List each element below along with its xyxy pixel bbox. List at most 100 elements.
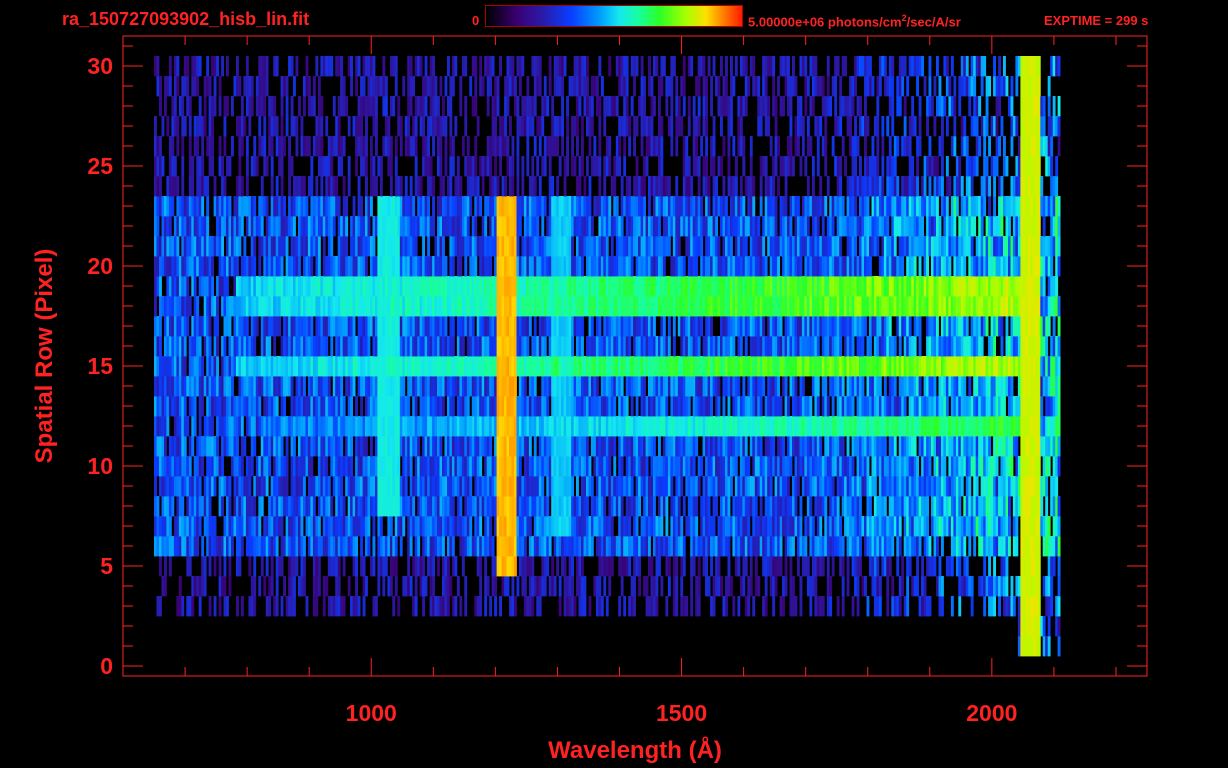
heatmap-cell [697, 536, 701, 557]
heatmap-cell [531, 496, 535, 517]
heatmap-cell [218, 376, 222, 397]
heatmap-cell [658, 356, 661, 377]
heatmap-cell [1022, 316, 1026, 337]
heatmap-cell [757, 476, 761, 497]
heatmap-cell [998, 536, 1001, 557]
heatmap-cell [350, 296, 353, 317]
heatmap-cell [958, 416, 962, 437]
heatmap-cell [965, 436, 969, 457]
heatmap-cell [181, 436, 185, 457]
heatmap-cell [906, 476, 910, 497]
heatmap-cell [881, 536, 885, 557]
heatmap-cell [916, 516, 919, 537]
heatmap-cell [509, 356, 512, 377]
heatmap-cell [990, 456, 994, 477]
heatmap-cell [484, 396, 488, 417]
heatmap-cell [499, 336, 502, 357]
heatmap-cell [1030, 576, 1034, 597]
heatmap-cell [983, 516, 987, 537]
heatmap-cell [831, 316, 835, 337]
heatmap-cell [362, 516, 366, 537]
heatmap-cell [384, 356, 388, 377]
heatmap-cell [325, 576, 329, 597]
heatmap-cell [352, 376, 356, 397]
heatmap-cell [417, 476, 421, 497]
heatmap-cell [342, 456, 346, 477]
heatmap-cell [404, 296, 408, 317]
heatmap-cell [1015, 536, 1019, 557]
heatmap-cell [181, 276, 185, 297]
heatmap-cell [442, 556, 445, 577]
heatmap-cell [896, 416, 900, 437]
heatmap-cell [682, 436, 686, 457]
heatmap-cell [948, 296, 952, 317]
heatmap-cell [1015, 296, 1019, 317]
heatmap-cell [1003, 396, 1006, 417]
heatmap-cell [787, 396, 790, 417]
heatmap-cell [608, 416, 612, 437]
heatmap-cell [1050, 536, 1054, 557]
heatmap-cell [258, 476, 262, 497]
heatmap-cell [702, 296, 706, 317]
heatmap-cell [183, 316, 187, 337]
heatmap-cell [993, 436, 996, 457]
heatmap-cell [223, 356, 227, 377]
heatmap-cell [377, 356, 381, 377]
heatmap-cell [859, 456, 862, 477]
heatmap-cell [521, 356, 525, 377]
heatmap-cell [819, 596, 823, 617]
heatmap-cell [397, 416, 401, 437]
heatmap-cell [682, 596, 686, 617]
heatmap-cell [1027, 576, 1031, 597]
heatmap-cell [479, 556, 483, 577]
heatmap-cell [154, 336, 157, 357]
heatmap-cell [379, 556, 383, 577]
heatmap-cell [379, 516, 383, 537]
heatmap-cell [993, 476, 996, 497]
heatmap-cell [913, 396, 917, 417]
heatmap-cell [1025, 496, 1029, 517]
heatmap-cell [859, 556, 862, 577]
heatmap-cell [154, 316, 157, 337]
heatmap-cell [568, 456, 572, 477]
heatmap-cell [255, 516, 259, 537]
heatmap-cell [330, 596, 334, 617]
heatmap-cell [655, 416, 659, 437]
heatmap-cell [891, 356, 895, 377]
heatmap-cell [571, 376, 574, 397]
heatmap-cell [1047, 616, 1051, 637]
heatmap-cell [945, 476, 949, 497]
heatmap-cell [665, 416, 669, 437]
heatmap-cell [166, 316, 170, 337]
heatmap-cell [804, 536, 808, 557]
heatmap-cell [1032, 476, 1036, 497]
heatmap-cell [1035, 616, 1039, 637]
heatmap-cell [990, 496, 994, 517]
heatmap-cell [315, 416, 319, 437]
heatmap-cell [836, 456, 840, 477]
heatmap-cell [864, 416, 867, 437]
heatmap-cell [742, 356, 746, 377]
heatmap-cell [1035, 596, 1039, 617]
heatmap-cell [474, 476, 478, 497]
heatmap-cell [327, 516, 331, 537]
heatmap-cell [1017, 496, 1021, 517]
heatmap-cell [238, 376, 242, 397]
heatmap-cell [218, 536, 222, 557]
heatmap-cell [434, 316, 438, 337]
heatmap-cell [583, 536, 587, 557]
heatmap-cell [161, 416, 165, 437]
heatmap-cell [439, 596, 443, 617]
heatmap-cell [285, 356, 289, 377]
heatmap-cell [734, 456, 738, 477]
heatmap-cell [836, 416, 840, 437]
heatmap-cell [1042, 456, 1046, 477]
heatmap-cell [1008, 376, 1011, 397]
heatmap-cell [342, 296, 346, 317]
heatmap-cell [486, 576, 490, 597]
heatmap-cell [742, 396, 746, 417]
heatmap-cell [993, 316, 996, 337]
heatmap-cell [511, 556, 515, 577]
heatmap-cell [747, 496, 751, 517]
heatmap-cell [489, 496, 493, 517]
